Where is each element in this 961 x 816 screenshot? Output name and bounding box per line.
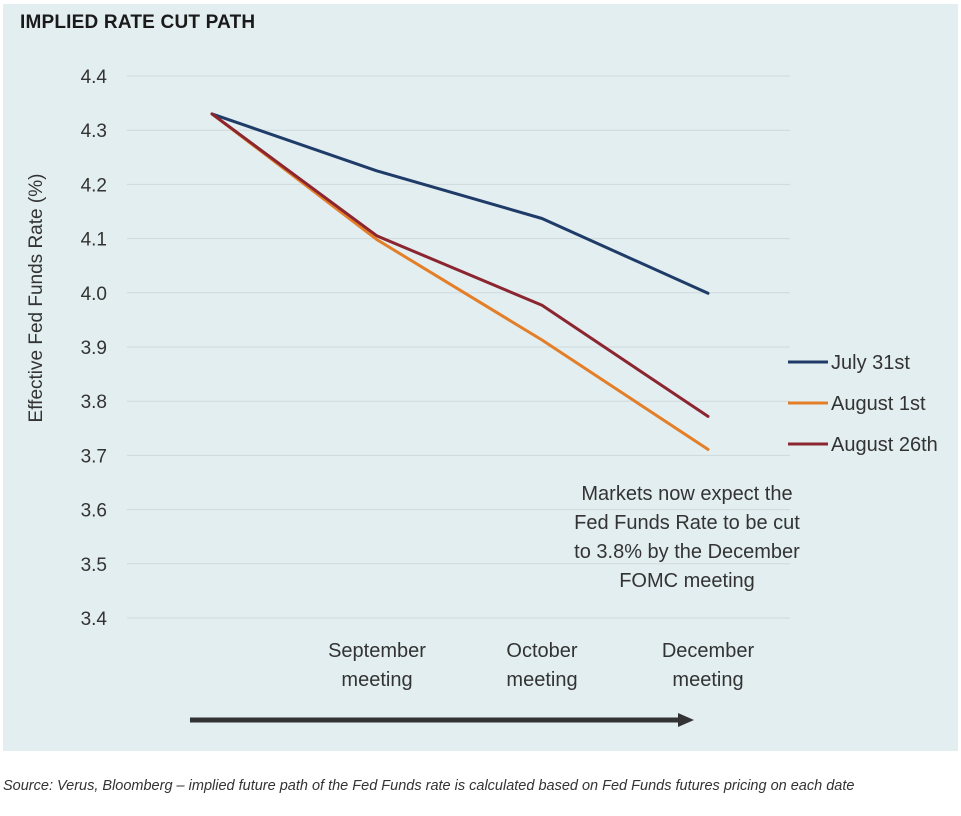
- series-line-2: [210, 112, 710, 451]
- x-tick-label: December: [662, 640, 755, 662]
- x-tick-label: meeting: [341, 669, 412, 691]
- y-axis-label: Effective Fed Funds Rate (%): [26, 174, 47, 423]
- legend-label: July 31st: [831, 352, 910, 374]
- y-tick-label: 3.8: [81, 392, 107, 413]
- annotation-text: Fed Funds Rate to be cut: [574, 512, 800, 534]
- y-tick-label: 4.2: [81, 175, 107, 196]
- y-tick-label: 3.4: [81, 609, 108, 630]
- annotation-text: Markets now expect the: [581, 483, 792, 505]
- legend-label: August 1st: [831, 393, 926, 415]
- x-tick-label: meeting: [506, 669, 577, 691]
- chart-panel: [3, 4, 958, 751]
- y-tick-label: 4.3: [81, 121, 107, 142]
- source-note: Source: Verus, Bloomberg – implied futur…: [3, 778, 855, 794]
- chart-title: IMPLIED RATE CUT PATH: [20, 12, 256, 33]
- series-line-1: [210, 112, 710, 295]
- y-tick-label: 3.6: [81, 501, 107, 522]
- y-tick-label: 3.5: [81, 555, 107, 576]
- y-tick-label: 4.4: [81, 67, 108, 88]
- y-tick-label: 3.9: [81, 338, 107, 359]
- x-tick-label: September: [328, 640, 426, 662]
- timeline-arrow-head: [678, 713, 694, 727]
- y-tick-label: 4.1: [81, 230, 107, 251]
- series-line-3: [210, 112, 710, 418]
- y-tick-label: 4.0: [81, 284, 107, 305]
- legend-label: August 26th: [831, 434, 938, 456]
- y-tick-label: 3.7: [81, 446, 107, 467]
- x-tick-label: meeting: [672, 669, 743, 691]
- x-tick-label: October: [506, 640, 577, 662]
- annotation-text: to 3.8% by the December: [574, 541, 800, 563]
- annotation-text: FOMC meeting: [619, 570, 755, 592]
